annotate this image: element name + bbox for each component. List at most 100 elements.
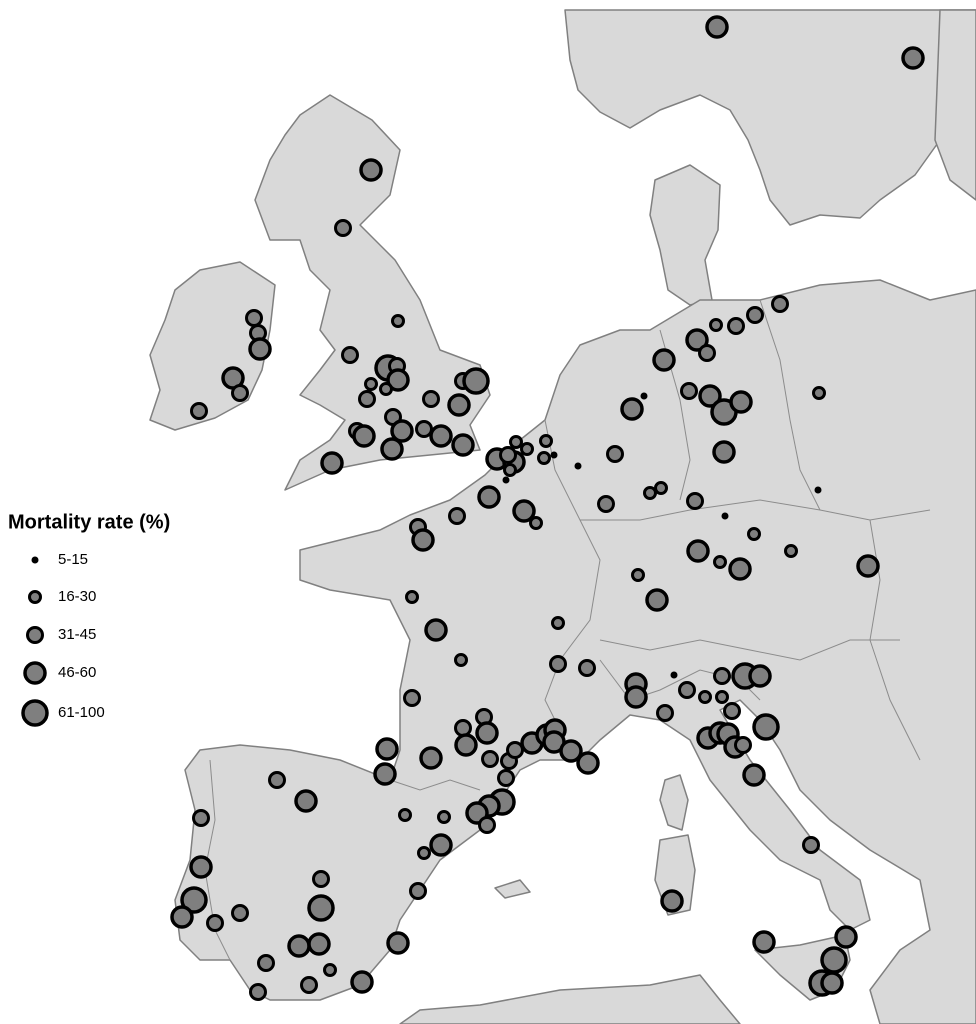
site-marker xyxy=(512,499,536,523)
site-marker xyxy=(375,737,399,761)
legend-title: Mortality rate (%) xyxy=(8,511,170,533)
balearics xyxy=(494,879,531,899)
site-marker xyxy=(502,476,510,484)
site-marker xyxy=(656,704,674,722)
site-marker xyxy=(748,664,772,688)
site-marker xyxy=(654,481,668,495)
site-marker xyxy=(481,750,499,768)
site-marker xyxy=(686,492,704,510)
site-marker xyxy=(409,882,427,900)
site-marker xyxy=(747,527,761,541)
site-marker xyxy=(307,894,335,922)
site-marker xyxy=(721,512,729,520)
site-marker xyxy=(398,808,412,822)
site-marker xyxy=(729,390,753,414)
site-marker xyxy=(358,390,376,408)
legend-label: 31-45 xyxy=(58,626,96,643)
legend-symbol xyxy=(28,590,42,604)
site-marker xyxy=(698,384,722,408)
site-marker xyxy=(752,713,780,741)
site-marker xyxy=(680,382,698,400)
site-marker xyxy=(606,445,624,463)
site-marker xyxy=(373,762,397,786)
site-marker xyxy=(713,667,731,685)
site-marker xyxy=(698,344,716,362)
legend-symbol xyxy=(23,661,47,685)
site-marker xyxy=(752,930,776,954)
site-marker xyxy=(307,932,331,956)
site-marker xyxy=(379,382,393,396)
site-marker xyxy=(705,15,729,39)
site-marker xyxy=(698,690,712,704)
site-marker xyxy=(499,446,517,464)
site-marker xyxy=(411,528,435,552)
site-marker xyxy=(802,836,820,854)
site-marker xyxy=(341,346,359,364)
site-marker xyxy=(231,904,249,922)
site-marker xyxy=(403,689,421,707)
site-marker xyxy=(620,397,644,421)
denmark xyxy=(649,164,721,306)
site-marker xyxy=(294,789,318,813)
site-marker xyxy=(334,219,352,237)
site-marker xyxy=(550,451,558,459)
site-marker xyxy=(462,367,490,395)
site-marker xyxy=(712,440,736,464)
site-marker xyxy=(678,681,696,699)
site-marker xyxy=(670,671,678,679)
site-marker xyxy=(390,419,414,443)
site-marker xyxy=(478,816,496,834)
site-marker xyxy=(454,653,468,667)
site-marker xyxy=(350,970,374,994)
site-marker xyxy=(386,368,410,392)
site-marker xyxy=(429,424,453,448)
scandinavia xyxy=(564,9,976,226)
site-marker xyxy=(820,946,848,974)
site-marker xyxy=(352,424,376,448)
site-marker xyxy=(417,846,431,860)
land xyxy=(149,9,976,1024)
site-marker xyxy=(454,733,478,757)
site-marker xyxy=(551,616,565,630)
site-marker xyxy=(559,739,583,763)
legend-label: 5-15 xyxy=(58,551,88,568)
site-marker xyxy=(723,702,741,720)
site-marker xyxy=(477,485,501,509)
site-marker xyxy=(624,685,648,709)
border xyxy=(599,639,900,661)
site-marker xyxy=(448,507,466,525)
site-marker xyxy=(506,741,524,759)
site-marker xyxy=(323,963,337,977)
site-marker xyxy=(231,384,249,402)
site-marker xyxy=(503,463,517,477)
finland xyxy=(934,9,976,201)
site-marker xyxy=(189,855,213,879)
site-marker xyxy=(437,810,451,824)
site-marker xyxy=(784,544,798,558)
north-africa xyxy=(399,974,741,1024)
site-marker xyxy=(529,516,543,530)
site-marker xyxy=(576,751,600,775)
site-marker xyxy=(686,539,710,563)
site-marker xyxy=(812,386,826,400)
site-marker xyxy=(660,889,684,913)
legend-label: 61-100 xyxy=(58,704,105,721)
site-marker xyxy=(715,690,729,704)
site-marker xyxy=(713,555,727,569)
site-marker xyxy=(268,771,286,789)
site-marker xyxy=(364,377,378,391)
site-marker xyxy=(451,433,475,457)
site-marker xyxy=(386,931,410,955)
site-marker xyxy=(248,337,272,361)
site-marker xyxy=(509,435,523,449)
site-marker xyxy=(645,588,669,612)
site-marker xyxy=(709,318,723,332)
site-marker xyxy=(734,736,752,754)
site-marker xyxy=(643,486,657,500)
site-marker xyxy=(631,568,645,582)
site-markers xyxy=(170,15,925,1001)
site-marker xyxy=(539,434,553,448)
site-marker xyxy=(447,393,471,417)
site-marker xyxy=(814,486,822,494)
border xyxy=(389,779,481,791)
